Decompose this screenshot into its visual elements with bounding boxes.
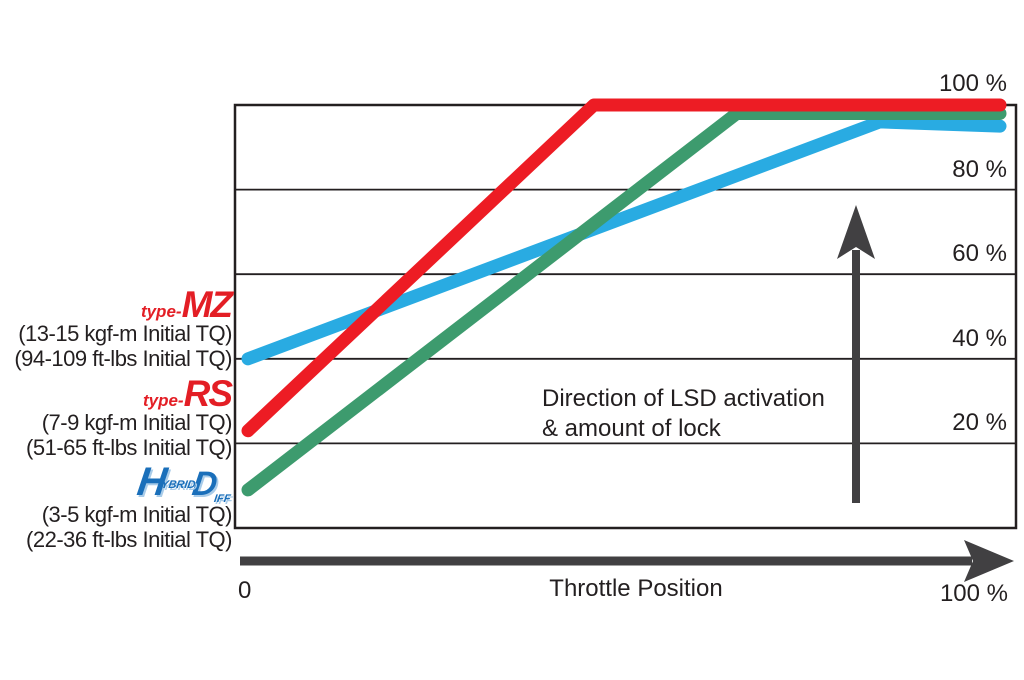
up-arrow-head-icon xyxy=(837,205,875,259)
hd-logo-iff: IFF xyxy=(212,493,232,505)
type-mz-spec-metric: (13-15 kgf-m Initial TQ) xyxy=(18,321,232,346)
annotation-line-2: & amount of lock xyxy=(542,415,721,442)
x-axis-max-label: 100 % xyxy=(939,580,1008,607)
legend-type-mz: type-MZ (13-15 kgf-m Initial TQ) (94-109… xyxy=(14,286,233,371)
gridlines-and-series-layer xyxy=(235,98,1016,497)
y-tick-40: 40 % xyxy=(952,325,1007,352)
hybrid-diff-logo-icon: HYBRIDDIFF xyxy=(133,460,235,513)
type-rs-logo-name: RS xyxy=(183,373,233,414)
legend-type-rs: type-RS (7-9 kgf-m Initial TQ) (51-65 ft… xyxy=(26,375,233,460)
legend-hybrid-diff: HYBRIDDIFF (3-5 kgf-m Initial TQ) (22-36… xyxy=(26,460,233,552)
x-axis-title: Throttle Position xyxy=(549,575,723,602)
type-rs-logo: type-RS xyxy=(26,375,233,412)
lock-direction-arrow xyxy=(837,205,875,503)
x-axis-origin-label: 0 xyxy=(238,577,252,604)
hd-logo-ybrid: YBRID xyxy=(160,479,197,491)
y-tick-60: 60 % xyxy=(952,240,1007,267)
type-mz-logo-name: MZ xyxy=(181,284,233,325)
hybrid-diff-logo: HYBRIDDIFF xyxy=(26,460,232,505)
throttle-axis-arrow xyxy=(240,540,1014,582)
hybrid-diff-spec-imperial: (22-36 ft-lbs Initial TQ) xyxy=(26,526,232,552)
y-tick-80: 80 % xyxy=(952,156,1007,183)
series-line-type-mz xyxy=(241,115,1007,366)
x-axis-arrow-head-icon xyxy=(964,540,1014,582)
series-line-hybrid-diff xyxy=(241,106,1007,497)
type-rs-spec-imperial: (51-65 ft-lbs Initial TQ) xyxy=(26,434,232,460)
annotation-line-1: Direction of LSD activation xyxy=(542,385,825,412)
type-mz-logo: type-MZ xyxy=(14,286,233,323)
y-tick-100: 100 % xyxy=(938,70,1007,97)
lock-direction-annotation: Direction of LSD activation & amount of … xyxy=(542,384,825,444)
series-line-type-rs xyxy=(241,98,1007,438)
y-tick-20: 20 % xyxy=(952,409,1007,436)
hybrid-diff-spec-metric: (3-5 kgf-m Initial TQ) xyxy=(41,502,233,527)
type-mz-spec-imperial: (94-109 ft-lbs Initial TQ) xyxy=(14,345,232,371)
type-rs-spec-metric: (7-9 kgf-m Initial TQ) xyxy=(41,410,233,435)
type-mz-logo-prefix: type- xyxy=(140,302,182,321)
type-rs-logo-prefix: type- xyxy=(142,391,184,410)
